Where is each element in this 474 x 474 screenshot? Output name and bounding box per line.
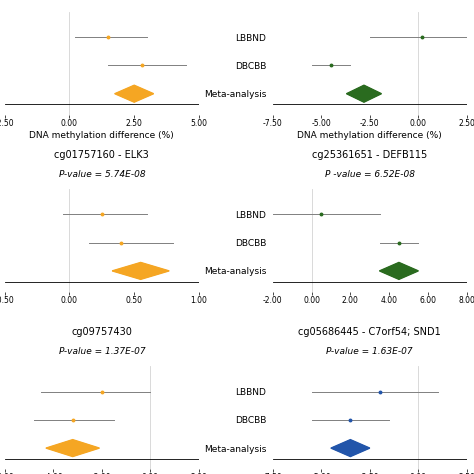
Text: cg01757160 - ELK3: cg01757160 - ELK3 (55, 150, 149, 160)
Polygon shape (331, 439, 370, 456)
Text: cg25361651 - DEFB115: cg25361651 - DEFB115 (312, 150, 428, 160)
Text: cg01757160 - ELK3: cg01757160 - ELK3 (54, 150, 150, 160)
Text: cg09757430: cg09757430 (72, 328, 132, 337)
Polygon shape (46, 439, 100, 456)
Polygon shape (115, 85, 154, 102)
Text: P -value = 6.52E-08: P -value = 6.52E-08 (325, 170, 415, 179)
Text: cg05686445 - C7orf54; SND1: cg05686445 - C7orf54; SND1 (298, 328, 442, 337)
X-axis label: DNA methylation difference (%): DNA methylation difference (%) (29, 131, 174, 140)
Polygon shape (380, 263, 419, 279)
Text: cg25361651 - DEFB115: cg25361651 - DEFB115 (312, 150, 428, 160)
Text: cg08103144 -: cg08103144 - (0, 473, 1, 474)
Text: P-value = 3.64E-08: P-value = 3.64E-08 (327, 0, 413, 1)
Text: P-value = 1.63E-07: P-value = 1.63E-07 (327, 347, 413, 356)
Text: P-value = 1.37E-07: P-value = 1.37E-07 (58, 347, 145, 356)
Polygon shape (112, 263, 169, 279)
Text: P-value = 2.48E-08: P-value = 2.48E-08 (58, 0, 145, 1)
Text: P-value = 5.74E-08: P-value = 5.74E-08 (58, 170, 145, 179)
Text: cg05686445 - C7orf54;: cg05686445 - C7orf54; (0, 473, 1, 474)
Polygon shape (346, 85, 382, 102)
X-axis label: DNA methylation difference (%): DNA methylation difference (%) (297, 131, 442, 140)
Text: cg01757160 -: cg01757160 - (0, 473, 1, 474)
Text: cg25361651 -: cg25361651 - (0, 473, 1, 474)
Text: cg05686445 - C7orf54; SND1: cg05686445 - C7orf54; SND1 (299, 328, 441, 337)
Text: cg14609448 -: cg14609448 - (0, 473, 1, 474)
